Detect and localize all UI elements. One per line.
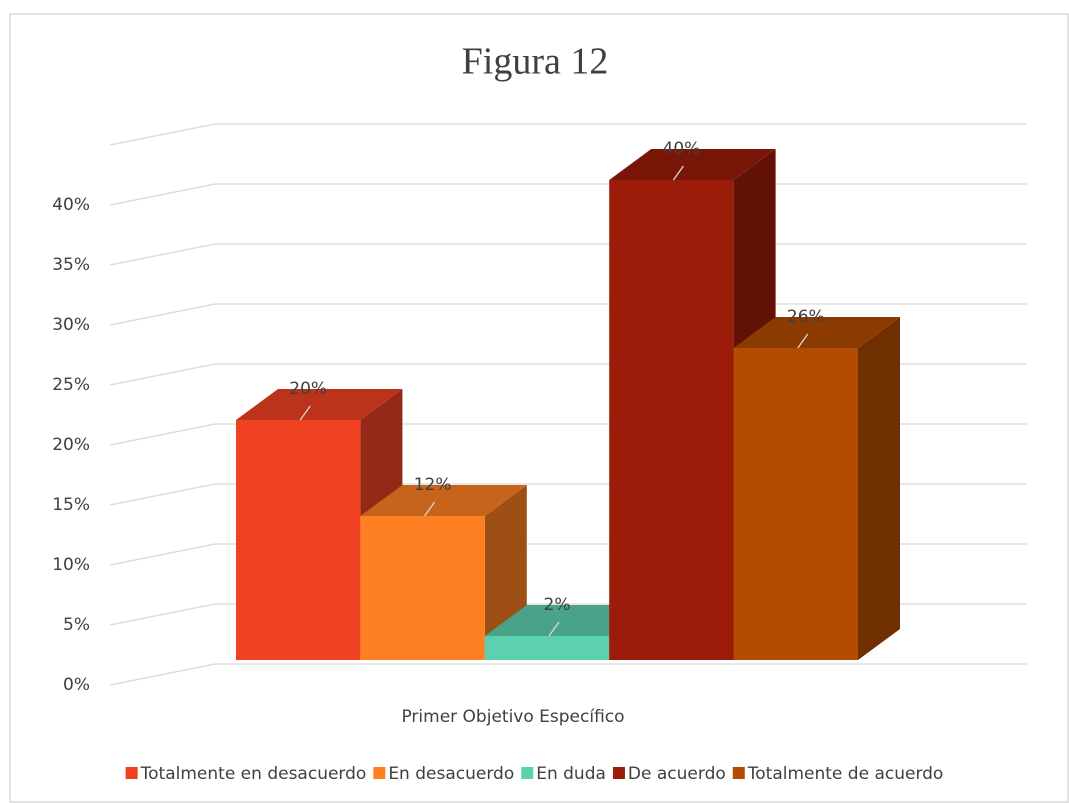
y-tick-label: 10% <box>52 555 90 575</box>
legend-label: De acuerdo <box>628 764 726 784</box>
legend-label: Totalmente de acuerdo <box>747 764 944 784</box>
bar-front <box>609 180 734 660</box>
bar: 26% <box>733 307 900 660</box>
grid-line <box>109 603 216 626</box>
legend: Totalmente en desacuerdo En desacuerdo En … <box>125 764 944 784</box>
data-label: 20% <box>289 379 327 399</box>
legend-swatch <box>612 767 625 779</box>
label-leader <box>548 621 560 637</box>
bar: 12% <box>360 475 527 660</box>
data-label: 12% <box>414 475 452 495</box>
bar-top <box>360 485 527 516</box>
bar-top <box>733 317 900 348</box>
data-label: 26% <box>787 307 825 327</box>
legend-label: En duda <box>536 764 606 784</box>
legend-swatch <box>732 767 745 779</box>
bar-side <box>858 317 900 660</box>
bar-front <box>236 420 361 660</box>
bars: 20% 12% 2% 40% 26% <box>236 139 900 660</box>
label-leader <box>299 405 311 421</box>
bar-top <box>236 389 403 420</box>
y-tick-label: 35% <box>52 255 90 275</box>
label-leader <box>797 333 809 349</box>
data-label: 2% <box>544 595 571 615</box>
bar-front <box>360 516 485 660</box>
grid-line <box>109 483 216 506</box>
label-leader <box>672 165 684 181</box>
chart-title: Figura 12 <box>462 41 609 83</box>
y-tick-label: 30% <box>52 315 90 335</box>
grid-line <box>109 303 216 326</box>
label-leader <box>424 501 436 517</box>
y-tick-label: 0% <box>63 675 90 695</box>
grid-line <box>109 543 216 566</box>
grid-line <box>109 423 216 446</box>
legend-swatch <box>521 767 534 779</box>
grid-line <box>109 243 216 266</box>
legend-label: Totalmente en desacuerdo <box>140 764 367 784</box>
y-tick-label: 40% <box>52 195 90 215</box>
bar-front <box>733 348 858 660</box>
x-tick-label: Primer Objetivo Específico <box>401 707 624 727</box>
bar-top <box>609 149 776 180</box>
y-tick-label: 15% <box>52 495 90 515</box>
y-tick-label: 20% <box>52 435 90 455</box>
data-label: 40% <box>663 139 701 159</box>
legend-swatch <box>373 767 386 779</box>
grid-line <box>109 663 216 686</box>
wall-top <box>109 123 216 146</box>
legend-label: En desacuerdo <box>388 764 514 784</box>
bar-front <box>484 636 610 660</box>
y-tick-label: 5% <box>63 615 90 635</box>
chart-frame <box>9 13 1069 803</box>
legend-swatch <box>125 767 138 779</box>
grid-line <box>109 183 216 206</box>
y-tick-label: 25% <box>52 375 90 395</box>
grid-line <box>109 363 216 386</box>
